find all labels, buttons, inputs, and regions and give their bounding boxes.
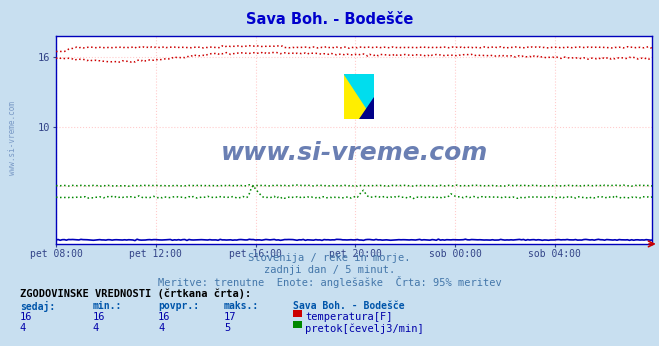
- Text: maks.:: maks.:: [224, 301, 259, 311]
- Text: temperatura[F]: temperatura[F]: [305, 312, 393, 322]
- Text: Meritve: trenutne  Enote: anglešaške  Črta: 95% meritev: Meritve: trenutne Enote: anglešaške Črta…: [158, 276, 501, 288]
- Text: Sava Boh. - Bodešče: Sava Boh. - Bodešče: [246, 12, 413, 27]
- Text: povpr.:: povpr.:: [158, 301, 199, 311]
- Text: 4: 4: [92, 323, 98, 333]
- Text: zadnji dan / 5 minut.: zadnji dan / 5 minut.: [264, 265, 395, 275]
- Text: 4: 4: [20, 323, 26, 333]
- Text: 16: 16: [92, 312, 105, 322]
- Polygon shape: [359, 97, 374, 119]
- Text: www.si-vreme.com: www.si-vreme.com: [221, 140, 488, 165]
- Text: 5: 5: [224, 323, 230, 333]
- Text: 4: 4: [158, 323, 164, 333]
- Polygon shape: [344, 74, 374, 119]
- Text: www.si-vreme.com: www.si-vreme.com: [8, 101, 17, 175]
- Text: sedaj:: sedaj:: [20, 301, 55, 312]
- Text: min.:: min.:: [92, 301, 122, 311]
- Text: ZGODOVINSKE VREDNOSTI (črtkana črta):: ZGODOVINSKE VREDNOSTI (črtkana črta):: [20, 289, 251, 299]
- Text: Sava Boh. - Bodešče: Sava Boh. - Bodešče: [293, 301, 405, 311]
- Polygon shape: [344, 74, 374, 119]
- Text: 17: 17: [224, 312, 237, 322]
- Text: Slovenija / reke in morje.: Slovenija / reke in morje.: [248, 253, 411, 263]
- Text: 16: 16: [158, 312, 171, 322]
- Text: pretok[čevelj3/min]: pretok[čevelj3/min]: [305, 323, 424, 334]
- Text: 16: 16: [20, 312, 32, 322]
